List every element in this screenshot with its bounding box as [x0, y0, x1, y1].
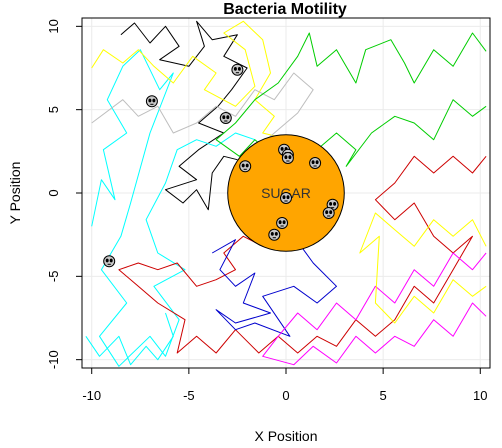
grid — [82, 18, 490, 368]
motility-path-10 — [85, 312, 174, 366]
x-tick-label: -5 — [183, 388, 195, 403]
bacterium-icon — [322, 207, 335, 219]
bacterium-icon — [268, 228, 281, 241]
y-tick-label: -10 — [46, 350, 61, 369]
x-tick-label: 0 — [282, 388, 289, 403]
motility-path-7 — [211, 236, 337, 337]
motility-path-9 — [359, 212, 487, 324]
bacterium-icon — [219, 112, 232, 124]
bacterium-icon — [309, 157, 322, 169]
motility-path-6 — [118, 155, 487, 354]
bacterium-icon — [103, 255, 116, 268]
motility-path-5 — [215, 32, 487, 167]
motility-path-2 — [91, 49, 256, 367]
x-tick-label: 5 — [380, 388, 387, 403]
bacterium-icon — [231, 63, 244, 76]
y-tick-label: -5 — [46, 271, 61, 283]
bacterium-icon — [280, 192, 292, 204]
y-tick-label: 5 — [46, 106, 61, 113]
bacterium-icon — [276, 217, 289, 229]
x-tick-label: 10 — [473, 388, 487, 403]
y-axis: -10 -5 0 5 10 — [46, 19, 83, 369]
bacterium-icon — [145, 95, 158, 108]
x-tick-label: -10 — [82, 388, 101, 403]
y-tick-label: 0 — [46, 189, 61, 196]
bacteria-markers — [103, 63, 339, 268]
bacterium-icon — [281, 152, 294, 164]
x-axis: -10 -5 0 5 10 — [82, 367, 488, 403]
motility-path-3 — [91, 20, 291, 141]
chart-title: Bacteria Motility — [223, 1, 347, 18]
motility-path-1 — [120, 20, 248, 211]
x-axis-title: X Position — [254, 428, 317, 444]
y-axis-title: Y Position — [7, 162, 23, 225]
motility-path-8 — [262, 252, 487, 366]
bacterium-icon — [239, 160, 252, 173]
y-tick-label: 10 — [46, 19, 61, 33]
